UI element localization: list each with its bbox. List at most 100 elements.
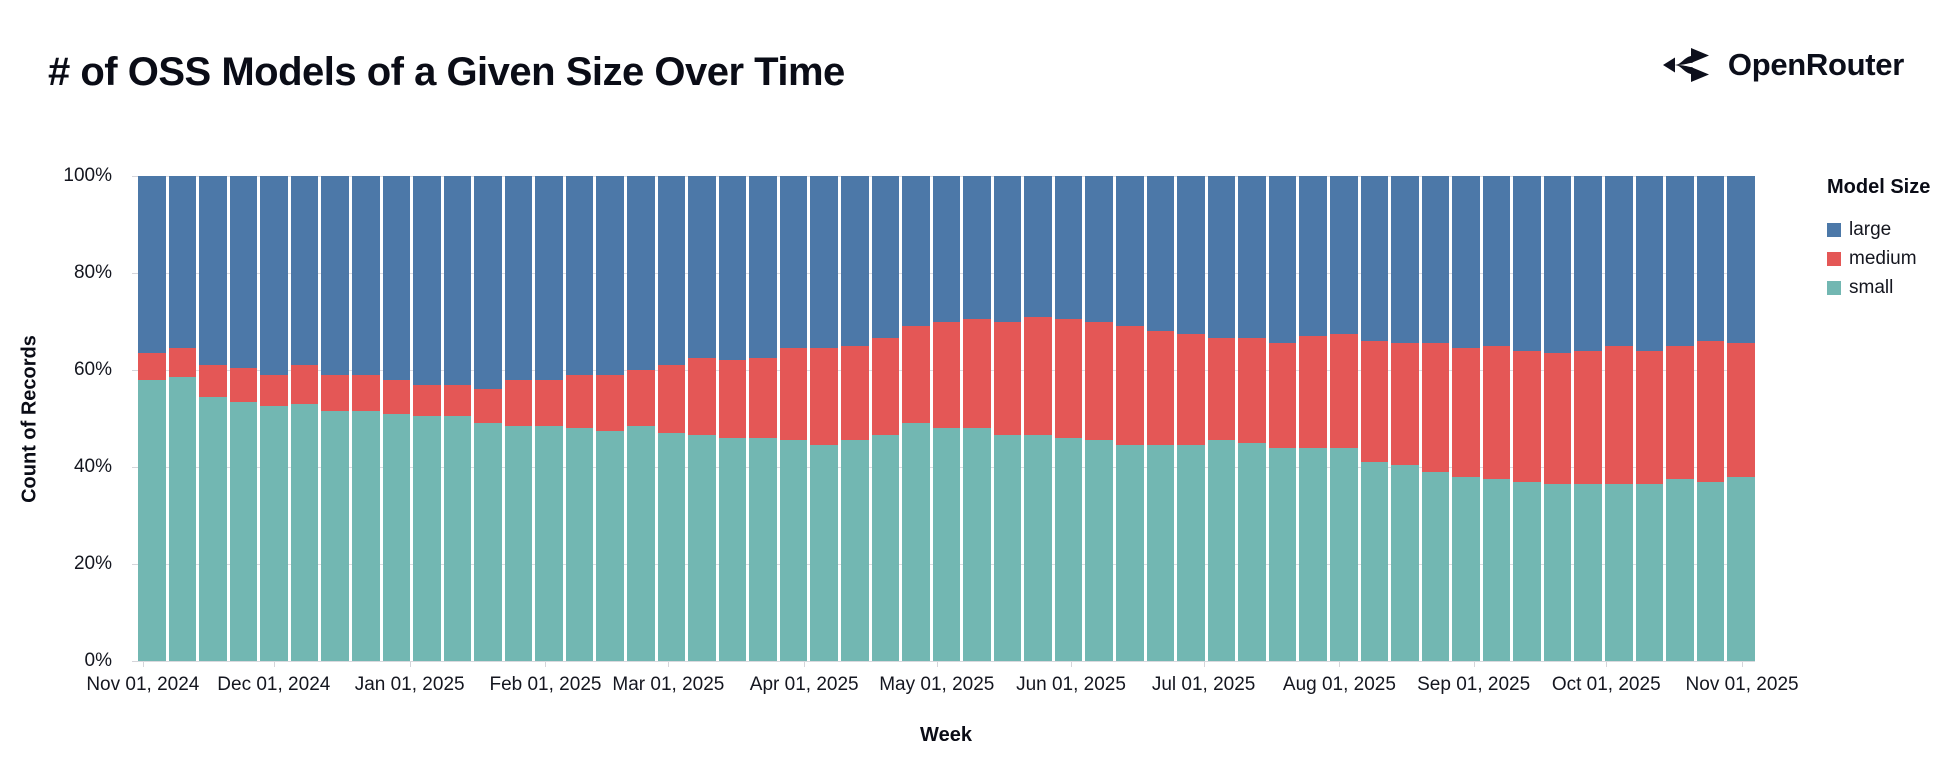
bar-segment-large[interactable] <box>810 176 838 349</box>
bar-segment-small[interactable] <box>932 428 961 661</box>
bar-segment-large[interactable] <box>229 176 258 368</box>
bar-segment-medium[interactable] <box>290 365 319 404</box>
bar-segment-small[interactable] <box>1605 483 1633 661</box>
bar-segment-medium[interactable] <box>1116 326 1144 446</box>
bar-segment-small[interactable] <box>779 440 808 661</box>
bar-segment-large[interactable] <box>1513 176 1541 351</box>
bar-segment-medium[interactable] <box>382 379 411 414</box>
bar-segment-medium[interactable] <box>1482 345 1511 480</box>
bar-segment-large[interactable] <box>1299 176 1327 337</box>
bar-segment-small[interactable] <box>290 403 319 661</box>
bar-segment-small[interactable] <box>902 423 930 661</box>
bar-segment-large[interactable] <box>565 176 594 375</box>
bar-segment-large[interactable] <box>535 176 563 380</box>
bar-segment-small[interactable] <box>535 425 563 661</box>
bar-segment-medium[interactable] <box>1085 321 1113 441</box>
bar-segment-medium[interactable] <box>718 360 747 438</box>
bar-segment-large[interactable] <box>1574 176 1602 351</box>
bar-segment-medium[interactable] <box>1605 345 1633 484</box>
bar-segment-small[interactable] <box>168 377 197 661</box>
bar-segment-small[interactable] <box>1329 447 1358 661</box>
bar-segment-medium[interactable] <box>535 379 563 426</box>
bar-segment-medium[interactable] <box>1207 338 1236 441</box>
bar-segment-medium[interactable] <box>779 348 808 441</box>
bar-segment-small[interactable] <box>749 437 777 661</box>
bar-segment-medium[interactable] <box>1360 340 1389 463</box>
bar-segment-medium[interactable] <box>1421 343 1450 472</box>
bar-segment-medium[interactable] <box>871 338 900 436</box>
bar-segment-small[interactable] <box>993 435 1022 661</box>
bar-segment-large[interactable] <box>718 176 747 361</box>
bar-segment-medium[interactable] <box>657 365 686 434</box>
bar-segment-medium[interactable] <box>840 345 869 441</box>
bar-segment-medium[interactable] <box>1666 345 1694 480</box>
bar-segment-small[interactable] <box>1054 437 1083 661</box>
bar-segment-large[interactable] <box>1054 176 1083 320</box>
bar-segment-large[interactable] <box>1329 176 1358 334</box>
bar-segment-small[interactable] <box>1421 471 1450 661</box>
bar-segment-small[interactable] <box>1238 442 1266 661</box>
bar-segment-large[interactable] <box>413 176 441 385</box>
bar-segment-medium[interactable] <box>321 374 349 412</box>
bar-segment-small[interactable] <box>138 379 166 661</box>
bar-segment-medium[interactable] <box>1329 333 1358 448</box>
bar-segment-small[interactable] <box>1146 445 1175 661</box>
bar-segment-small[interactable] <box>1207 440 1236 661</box>
bar-segment-small[interactable] <box>1666 479 1694 661</box>
bar-segment-medium[interactable] <box>1054 319 1083 438</box>
bar-segment-small[interactable] <box>229 401 258 661</box>
bar-segment-large[interactable] <box>1207 176 1236 339</box>
bar-segment-medium[interactable] <box>932 321 961 429</box>
bar-segment-medium[interactable] <box>596 374 624 431</box>
bar-segment-large[interactable] <box>290 176 319 366</box>
bar-segment-large[interactable] <box>1452 176 1480 349</box>
bar-segment-small[interactable] <box>840 440 869 661</box>
bar-segment-large[interactable] <box>1666 176 1694 346</box>
bar-segment-medium[interactable] <box>168 348 197 378</box>
bar-segment-medium[interactable] <box>1513 350 1541 482</box>
bar-segment-large[interactable] <box>963 176 991 320</box>
bar-segment-small[interactable] <box>627 425 655 661</box>
bar-segment-medium[interactable] <box>810 348 838 446</box>
bar-segment-medium[interactable] <box>902 326 930 424</box>
bar-segment-small[interactable] <box>199 396 227 661</box>
bar-segment-small[interactable] <box>565 428 594 661</box>
bar-segment-large[interactable] <box>260 176 288 375</box>
bar-segment-small[interactable] <box>1360 462 1389 661</box>
bar-segment-large[interactable] <box>1268 176 1297 344</box>
bar-segment-medium[interactable] <box>1177 333 1205 446</box>
bar-segment-large[interactable] <box>1696 176 1725 341</box>
bar-segment-medium[interactable] <box>963 319 991 429</box>
bar-segment-large[interactable] <box>474 176 502 390</box>
bar-segment-small[interactable] <box>688 435 716 661</box>
bar-segment-medium[interactable] <box>1635 350 1664 484</box>
bar-segment-small[interactable] <box>1391 464 1419 661</box>
bar-segment-small[interactable] <box>474 423 502 661</box>
bar-segment-large[interactable] <box>351 176 380 375</box>
bar-segment-medium[interactable] <box>229 367 258 402</box>
bar-segment-small[interactable] <box>1696 481 1725 661</box>
bar-segment-medium[interactable] <box>1268 343 1297 448</box>
bar-segment-small[interactable] <box>443 416 472 661</box>
bar-segment-large[interactable] <box>504 176 533 380</box>
bar-segment-medium[interactable] <box>565 374 594 429</box>
bar-segment-small[interactable] <box>596 430 624 661</box>
bar-segment-large[interactable] <box>596 176 624 375</box>
bar-segment-large[interactable] <box>1543 176 1572 354</box>
bar-segment-small[interactable] <box>1299 447 1327 661</box>
bar-segment-small[interactable] <box>504 425 533 661</box>
bar-segment-small[interactable] <box>260 406 288 661</box>
bar-segment-large[interactable] <box>1482 176 1511 346</box>
bar-segment-medium[interactable] <box>504 379 533 426</box>
bar-segment-medium[interactable] <box>1574 350 1602 484</box>
bar-segment-large[interactable] <box>1238 176 1266 339</box>
bar-segment-large[interactable] <box>932 176 961 322</box>
bar-segment-small[interactable] <box>1574 483 1602 661</box>
bar-segment-small[interactable] <box>1116 445 1144 661</box>
bar-segment-small[interactable] <box>1024 435 1052 661</box>
bar-segment-medium[interactable] <box>627 370 655 426</box>
bar-segment-small[interactable] <box>718 437 747 661</box>
bar-segment-large[interactable] <box>1024 176 1052 317</box>
bar-segment-small[interactable] <box>1543 483 1572 661</box>
bar-segment-medium[interactable] <box>1543 353 1572 484</box>
